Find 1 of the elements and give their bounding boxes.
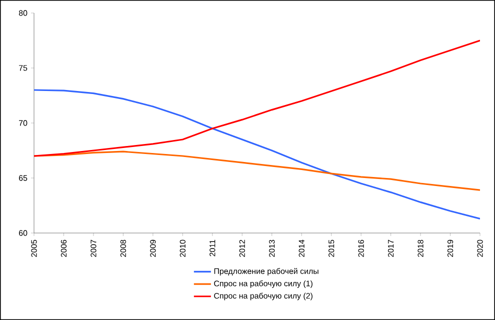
line-series [34, 40, 480, 157]
